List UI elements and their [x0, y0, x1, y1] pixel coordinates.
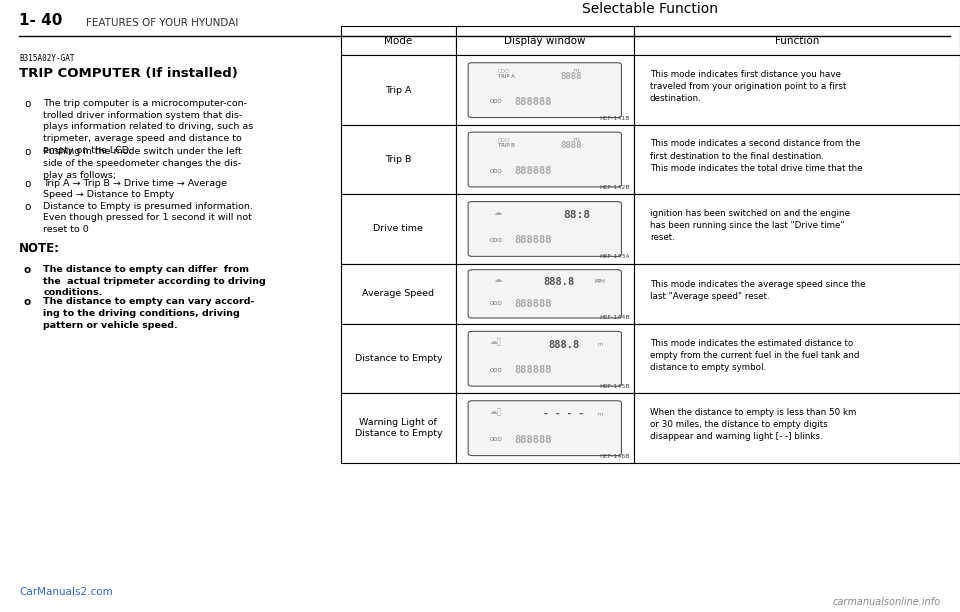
Text: ☁⛽: ☁⛽ — [490, 407, 502, 416]
Text: The trip computer is a microcomputer-con-
trolled driver information system that: The trip computer is a microcomputer-con… — [43, 99, 253, 155]
Bar — [634, 194, 960, 264]
Text: ☁: ☁ — [493, 208, 502, 217]
Text: ignition has been switched on and the engine
has been running since the last "Dr: ignition has been switched on and the en… — [650, 209, 850, 242]
Bar — [341, 26, 456, 56]
Text: ODO: ODO — [498, 138, 510, 143]
Text: HEF-144B: HEF-144B — [599, 315, 630, 320]
Text: CarManuals2.com: CarManuals2.com — [19, 587, 113, 597]
Text: o: o — [24, 179, 31, 188]
Text: TRIP COMPUTER (If installed): TRIP COMPUTER (If installed) — [19, 67, 238, 80]
Text: 888888: 888888 — [515, 435, 552, 445]
Text: ODO: ODO — [490, 238, 502, 243]
Text: o: o — [24, 99, 31, 109]
Bar — [456, 264, 634, 324]
Text: FEATURES OF YOUR HYUNDAI: FEATURES OF YOUR HYUNDAI — [86, 18, 239, 28]
Bar — [456, 194, 634, 264]
Text: This mode indicates a second distance from the
first destination to the final de: This mode indicates a second distance fr… — [650, 140, 862, 173]
Text: 888888: 888888 — [515, 236, 552, 245]
Text: ODO: ODO — [490, 99, 502, 104]
Text: mi: mi — [597, 412, 603, 417]
Text: 888888: 888888 — [515, 97, 552, 106]
Text: The distance to empty can differ  from
the  actual tripmeter according to drivin: The distance to empty can differ from th… — [43, 265, 266, 297]
Text: HEF-145B: HEF-145B — [599, 384, 630, 389]
Text: This mode indicates the average speed since the
last "Average speed" reset.: This mode indicates the average speed si… — [650, 280, 865, 302]
FancyBboxPatch shape — [468, 63, 621, 118]
Text: Distance to Empty is presumed information.
Even though pressed for 1 second it w: Distance to Empty is presumed informatio… — [43, 201, 253, 234]
Bar — [456, 394, 634, 463]
Bar — [634, 56, 960, 125]
Text: Trip A: Trip A — [385, 86, 412, 95]
Bar — [456, 125, 634, 194]
Text: Function: Function — [775, 36, 819, 46]
Text: HEF-142B: HEF-142B — [599, 185, 630, 190]
Text: ODO: ODO — [490, 168, 502, 174]
FancyBboxPatch shape — [468, 270, 621, 318]
Bar — [341, 394, 456, 463]
Bar — [341, 56, 456, 125]
Text: This mode indicates the estimated distance to
empty from the current fuel in the: This mode indicates the estimated distan… — [650, 338, 859, 372]
Text: mi: mi — [574, 137, 580, 142]
Text: o: o — [24, 147, 31, 157]
Bar — [456, 26, 634, 56]
Text: ODO: ODO — [490, 437, 502, 442]
Text: - - - -: - - - - — [543, 409, 585, 419]
Text: This mode indicates first distance you have
traveled from your origination point: This mode indicates first distance you h… — [650, 70, 847, 103]
Text: Warning Light of
Distance to Empty: Warning Light of Distance to Empty — [354, 419, 443, 438]
Bar — [341, 264, 456, 324]
Text: B315A02Y-GAT: B315A02Y-GAT — [19, 54, 75, 62]
Bar — [341, 194, 456, 264]
Text: The distance to empty can vary accord-
ing to the driving conditions, driving
pa: The distance to empty can vary accord- i… — [43, 297, 254, 330]
Text: 888.8: 888.8 — [543, 277, 575, 286]
Text: o: o — [24, 297, 32, 307]
Text: HEF-146B: HEF-146B — [599, 453, 630, 458]
Text: Display window: Display window — [504, 36, 586, 46]
Text: ODO: ODO — [490, 368, 502, 373]
Text: carmanualsonline.info: carmanualsonline.info — [832, 597, 941, 607]
Text: o: o — [24, 201, 31, 212]
Text: 8888: 8888 — [561, 72, 582, 81]
Text: Average Speed: Average Speed — [362, 289, 434, 299]
Bar — [634, 394, 960, 463]
Text: 888888: 888888 — [515, 299, 552, 309]
Bar — [634, 26, 960, 56]
Bar — [634, 324, 960, 394]
Text: 1- 40: 1- 40 — [19, 13, 62, 28]
Text: mi: mi — [597, 342, 603, 347]
Text: HEF-141B: HEF-141B — [599, 116, 630, 121]
Text: TRIP B: TRIP B — [498, 143, 515, 148]
Text: TRIP A: TRIP A — [498, 73, 515, 79]
Text: mi: mi — [574, 68, 580, 73]
Text: NOTE:: NOTE: — [19, 242, 60, 255]
FancyBboxPatch shape — [468, 132, 621, 187]
Text: Distance to Empty: Distance to Empty — [354, 354, 443, 364]
Bar — [634, 264, 960, 324]
Text: ODO: ODO — [490, 301, 502, 307]
Text: MPH: MPH — [594, 279, 606, 284]
Text: Mode: Mode — [384, 36, 413, 46]
FancyBboxPatch shape — [468, 201, 621, 256]
FancyBboxPatch shape — [468, 331, 621, 386]
Text: Selectable Function: Selectable Function — [583, 2, 718, 15]
Text: When the distance to empty is less than 50 km
or 30 miles, the distance to empty: When the distance to empty is less than … — [650, 408, 856, 441]
Bar — [634, 125, 960, 194]
Text: 88:8: 88:8 — [564, 210, 590, 220]
Text: Trip A → Trip B → Drive time → Average
Speed → Distance to Empty: Trip A → Trip B → Drive time → Average S… — [43, 179, 228, 200]
Text: 888.8: 888.8 — [548, 340, 579, 350]
Text: o: o — [24, 265, 32, 275]
Bar — [341, 324, 456, 394]
Text: Drive time: Drive time — [373, 225, 423, 234]
Text: Trip B: Trip B — [385, 155, 412, 164]
Bar — [456, 56, 634, 125]
Bar — [456, 324, 634, 394]
Text: HEF-143A: HEF-143A — [599, 255, 630, 259]
Text: 8888: 8888 — [561, 141, 582, 150]
Text: ☁: ☁ — [493, 275, 502, 284]
FancyBboxPatch shape — [468, 401, 621, 455]
Bar — [341, 125, 456, 194]
Text: ODO: ODO — [498, 69, 510, 73]
Text: 888888: 888888 — [515, 365, 552, 375]
Text: ☁⛽: ☁⛽ — [490, 338, 502, 347]
Text: Pushing in the mode switch under the left
side of the speedometer changes the di: Pushing in the mode switch under the lef… — [43, 147, 242, 180]
Text: 888888: 888888 — [515, 166, 552, 176]
